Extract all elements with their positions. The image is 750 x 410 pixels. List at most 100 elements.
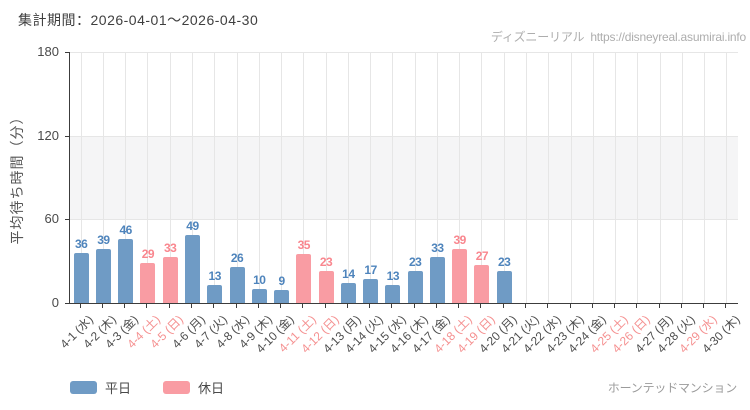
bar-4-11[interactable]: [296, 254, 312, 303]
x-tick: [569, 304, 571, 308]
x-tick: [725, 304, 727, 308]
gridline-h-120: [70, 135, 738, 137]
legend-item-weekday[interactable]: 平日: [70, 378, 131, 397]
plot-shaded-band: [70, 135, 738, 220]
gridline-v: [370, 52, 372, 303]
gridline-v: [125, 52, 127, 303]
bar-4-9[interactable]: [251, 289, 267, 303]
y-tick-label-180: 180: [37, 44, 59, 59]
x-tick: [369, 304, 371, 308]
x-tick: [124, 304, 126, 308]
x-tick: [213, 304, 215, 308]
gridline-v: [570, 52, 572, 303]
gridline-v: [503, 52, 505, 303]
x-tick: [391, 304, 393, 308]
gridline-v: [102, 52, 104, 303]
x-tick: [636, 304, 638, 308]
x-tick: [480, 304, 482, 308]
gridline-v: [392, 52, 394, 303]
gridline-v: [681, 52, 683, 303]
y-tick-180: [65, 52, 70, 53]
bar-value-label-4-19: 27: [475, 249, 489, 264]
bar-4-14[interactable]: [363, 279, 379, 303]
x-tick: [458, 304, 460, 308]
bar-value-label-4-20: 23: [498, 254, 511, 269]
y-tick-label-0: 0: [51, 295, 59, 310]
bar-value-label-4-14: 17: [364, 263, 377, 278]
bar-4-1[interactable]: [73, 252, 89, 303]
bar-4-18[interactable]: [452, 248, 468, 303]
x-tick: [591, 304, 593, 308]
bar-value-label-4-9: 10: [253, 273, 266, 288]
bar-4-10[interactable]: [274, 290, 290, 303]
gridline-v: [236, 52, 238, 303]
y-tick-label-60: 60: [44, 211, 59, 227]
gridline-v: [436, 52, 438, 303]
gridline-v: [615, 52, 617, 303]
x-tick: [658, 304, 660, 308]
x-tick: [190, 304, 192, 308]
x-tick: [703, 304, 705, 308]
x-tick: [680, 304, 682, 308]
gridline-v: [258, 52, 260, 303]
bar-4-12[interactable]: [318, 270, 334, 303]
bar-4-6[interactable]: [184, 234, 200, 303]
gridline-v: [281, 52, 283, 303]
aggregation-period-label: 集計期間：2026-04-01～2026-04-30: [18, 12, 259, 28]
bar-value-label-4-16: 23: [408, 254, 422, 269]
x-tick: [235, 304, 237, 308]
gridline-v: [659, 52, 661, 303]
bar-value-label-4-11: 35: [297, 238, 311, 253]
x-tick: [524, 304, 526, 308]
bar-4-16[interactable]: [407, 270, 423, 303]
x-tick: [547, 304, 549, 308]
x-tick: [101, 304, 103, 308]
bar-4-20[interactable]: [496, 270, 512, 303]
bar-value-label-4-2: 39: [97, 232, 110, 247]
x-axis: 4-1 (水) 4-2 (木) 4-3 (金) 4-4 (土) 4-5 (日) 4-6 (…: [58, 304, 742, 374]
y-tick-0: [65, 303, 70, 304]
legend-label-weekday: 平日: [105, 381, 132, 396]
x-tick: [257, 304, 259, 308]
gridline-v: [325, 52, 327, 303]
weekday-color-swatch: [70, 381, 97, 394]
gridline-v: [169, 52, 171, 303]
bar-value-label-4-8: 26: [230, 250, 244, 265]
bar-4-13[interactable]: [340, 283, 356, 303]
site-watermark: ディズニーリアル https://disneyreal.asumirai.info: [491, 28, 746, 45]
x-tick: [346, 304, 348, 308]
y-axis: 0 60 120 180: [0, 44, 70, 310]
bar-4-2[interactable]: [95, 248, 111, 303]
x-tick: [168, 304, 170, 308]
x-tick: [302, 304, 304, 308]
bar-4-8[interactable]: [229, 266, 245, 303]
bar-4-17[interactable]: [429, 256, 445, 303]
bar-value-label-4-15: 13: [386, 268, 400, 283]
x-tick: [324, 304, 326, 308]
bar-4-4[interactable]: [140, 262, 156, 303]
legend-item-holiday[interactable]: 休日: [163, 378, 224, 397]
bar-value-label-4-3: 46: [119, 222, 132, 237]
bar-value-label-4-5: 33: [164, 240, 177, 255]
bar-value-label-4-4: 29: [141, 246, 155, 261]
bar-4-7[interactable]: [207, 284, 223, 303]
bar-value-label-4-6: 49: [186, 218, 199, 233]
bar-4-15[interactable]: [385, 284, 401, 303]
x-tick: [146, 304, 148, 308]
gridline-v: [414, 52, 416, 303]
x-tick: [280, 304, 282, 308]
bar-4-5[interactable]: [162, 256, 178, 303]
bar-value-label-4-12: 23: [319, 254, 333, 269]
bar-4-19[interactable]: [474, 265, 490, 303]
y-tick-60: [65, 219, 70, 221]
bar-4-3[interactable]: [118, 238, 134, 303]
gridline-v: [481, 52, 483, 303]
x-tick: [614, 304, 616, 308]
gridline-v: [214, 52, 216, 303]
gridline-v: [191, 52, 193, 303]
bar-value-label-4-10: 9: [278, 274, 285, 289]
plot-area: 36 39 46 29 33 49 13 26 10 9 35 23 14 17 13 23 33 39 27 23: [69, 52, 738, 304]
x-tick: [502, 304, 504, 308]
bar-value-label-4-13: 14: [342, 267, 355, 282]
